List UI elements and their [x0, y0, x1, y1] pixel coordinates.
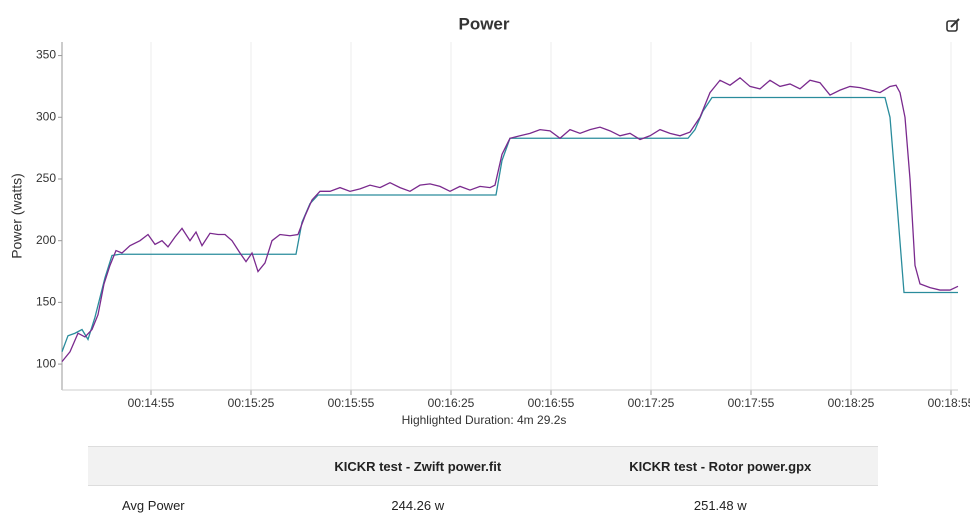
x-axis-label: Highlighted Duration: 4m 29.2s [402, 413, 567, 427]
table-cell: Avg Power [122, 497, 185, 513]
y-tick-label: 250 [36, 171, 56, 185]
table-header: KICKR test - Zwift power.fit KICKR test … [88, 446, 878, 486]
y-tick-label: 150 [36, 295, 56, 309]
x-tick-label: 00:16:25 [428, 396, 475, 410]
table-row: Avg Power 244.26 w 251.48 w [88, 486, 878, 525]
table-cell: 251.48 w [693, 497, 747, 513]
x-tick-label: 00:16:55 [528, 396, 575, 410]
y-tick-label: 100 [36, 356, 56, 370]
y-axis-label: Power (watts) [9, 173, 25, 259]
x-tick-label: 00:18:25 [828, 396, 875, 410]
table-cell: 244.26 w [391, 497, 445, 513]
edit-icon-pen [950, 18, 960, 28]
chart-title: Power [458, 14, 509, 33]
x-tick-label: 00:17:55 [728, 396, 775, 410]
chart: Power Highlighted Duration: 4m 29.2s Pow… [9, 14, 970, 427]
x-tick-label: 00:15:25 [228, 396, 275, 410]
table-header-cell: KICKR test - Rotor power.gpx [629, 458, 812, 474]
edit-icon[interactable] [946, 18, 960, 32]
y-tick-label: 300 [36, 109, 56, 123]
summary-table: KICKR test - Zwift power.fit KICKR test … [88, 446, 878, 524]
x-tick-label: 00:17:25 [628, 396, 675, 410]
y-tick-label: 350 [36, 48, 56, 62]
x-tick-label: 00:15:55 [328, 396, 375, 410]
table-header-cell: KICKR test - Zwift power.fit [334, 458, 502, 474]
x-tick-label: 00:18:55 [928, 396, 970, 410]
y-tick-label: 200 [36, 233, 56, 247]
series-line [61, 76, 959, 363]
series-line [61, 96, 958, 352]
x-tick-label: 00:14:55 [128, 396, 175, 410]
edit-icon-box [946, 20, 958, 32]
table-header-cell [88, 447, 273, 486]
